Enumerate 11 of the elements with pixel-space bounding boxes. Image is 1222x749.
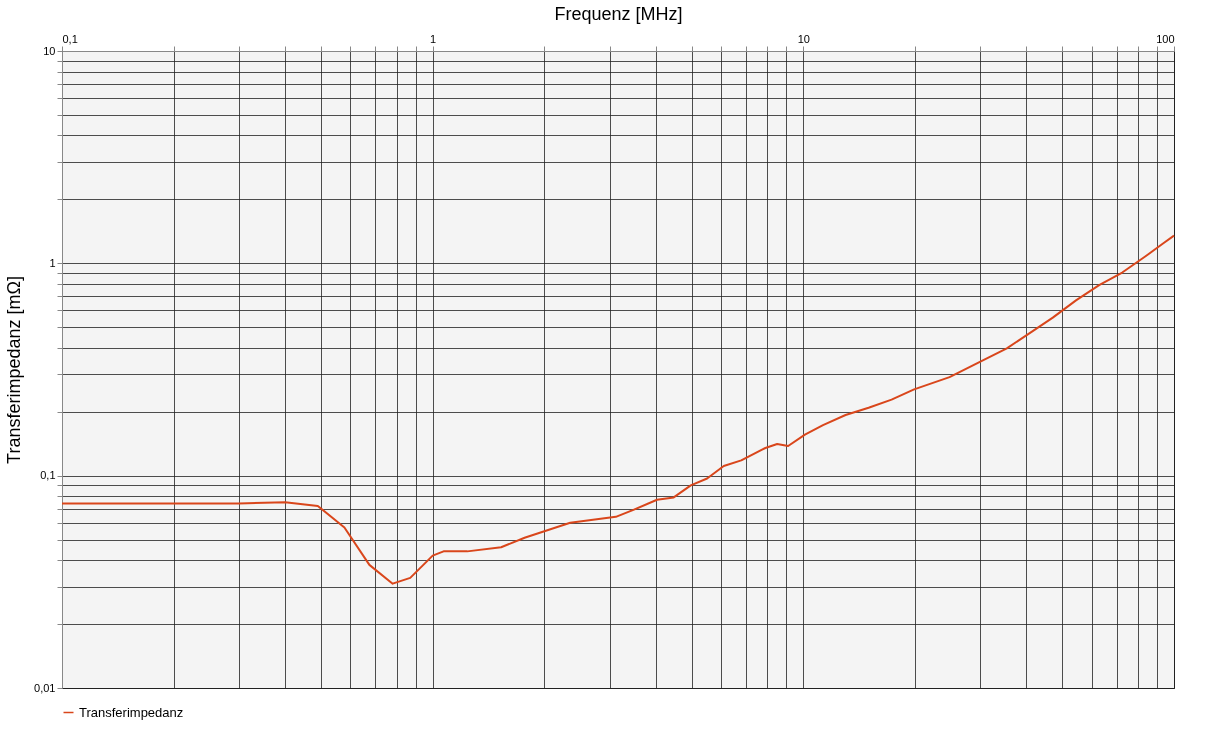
x-tick-label: 0,1 xyxy=(62,32,78,45)
x-tick-label: 10 xyxy=(797,32,810,45)
y-tick-label: 0,1 xyxy=(40,469,56,482)
x-tick-label: 1 xyxy=(430,32,437,45)
y-tick-label: 1 xyxy=(49,256,56,269)
y-tick-label: 0,01 xyxy=(34,681,56,694)
y-tick-label: 10 xyxy=(43,44,56,57)
x-axis-title: Frequenz [MHz] xyxy=(554,3,683,24)
x-tick-label: 100 xyxy=(1156,32,1175,45)
legend-label: Transferimpedanz xyxy=(79,704,184,720)
y-axis-title: Transferimpedanz [mΩ] xyxy=(4,276,25,464)
